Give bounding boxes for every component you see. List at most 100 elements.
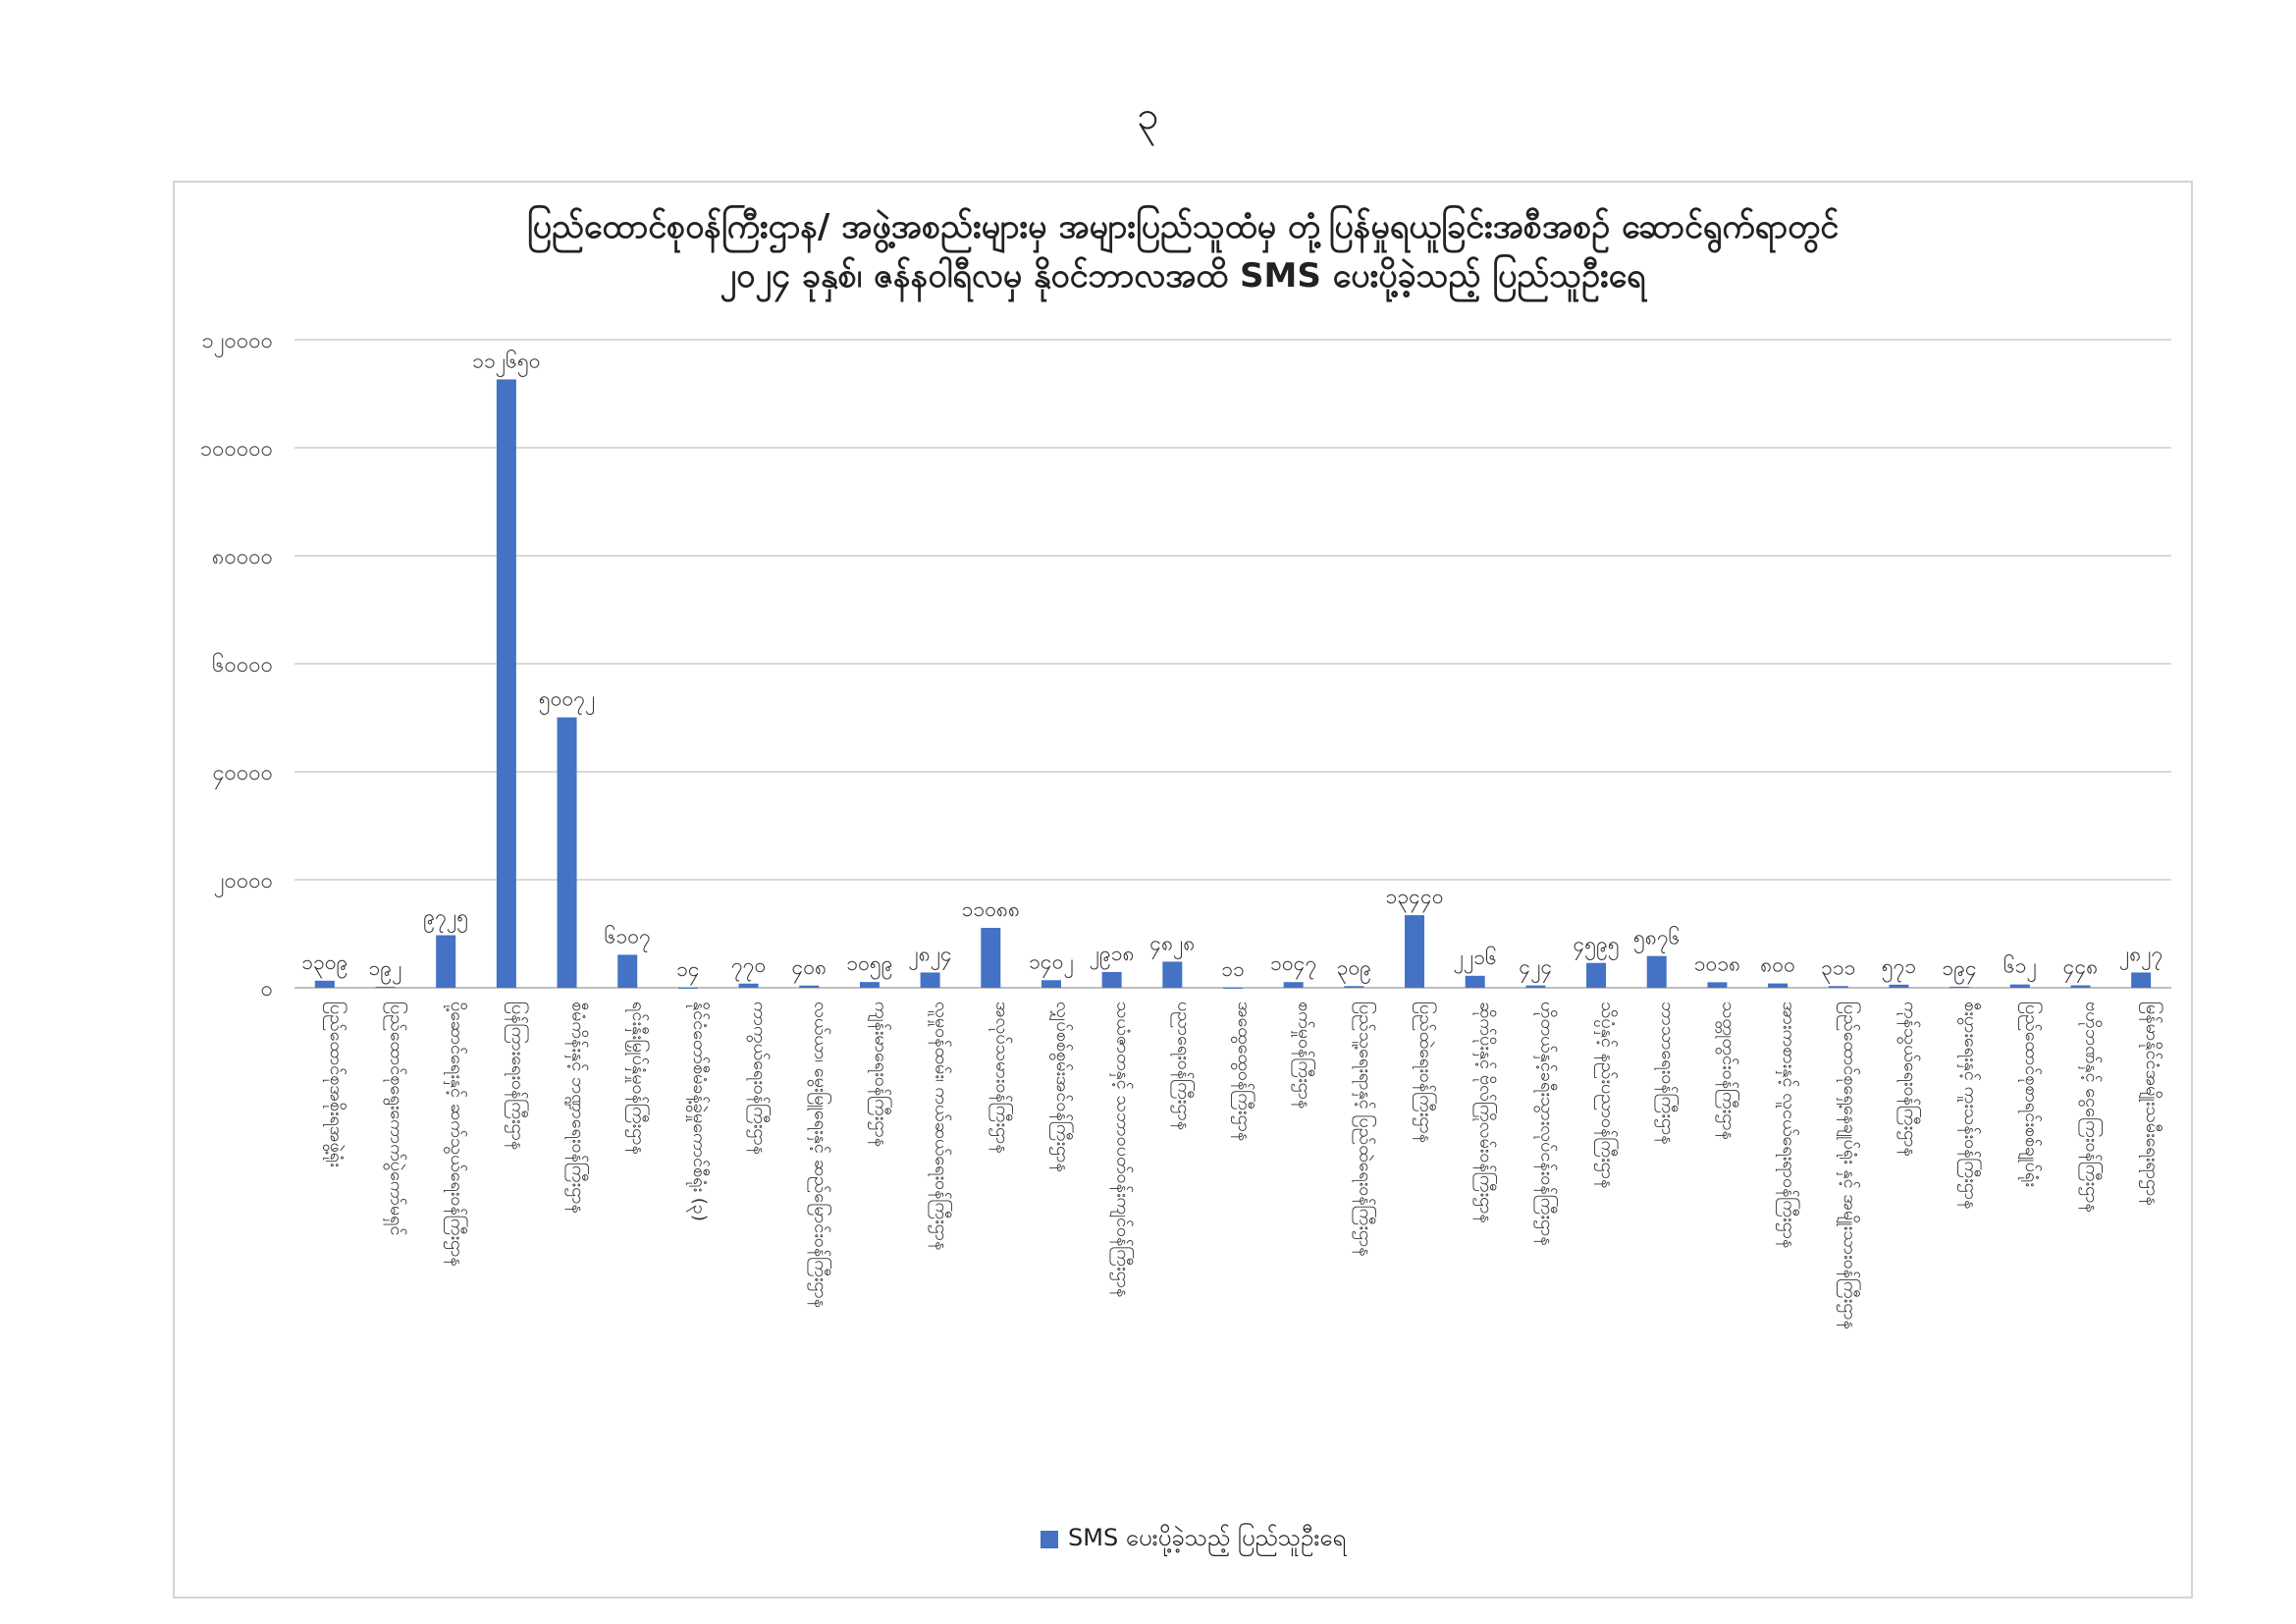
- legend-label: SMS ပေးပို့ခဲ့သည့် ပြည်သူဦးရေ: [1068, 1524, 1347, 1551]
- bar: [1586, 962, 1607, 988]
- y-tick-label: ၀: [261, 977, 273, 1001]
- x-category-label: ဟိုတယ်နှင့်ခရီးသွားလုပ်ငန်းဝန်ကြီးဌာန: [1533, 1001, 1558, 1246]
- bar: [2070, 985, 2091, 988]
- x-category-label: ပြည်ထဲရေးဝန်ကြီးဌာန: [1413, 1001, 1437, 1143]
- x-category-label: ပြည်ထောင်စုစာရင်းစစ်ချုပ်ရုံး: [2018, 1001, 2043, 1187]
- bar: [1768, 983, 1789, 988]
- bar: [1889, 984, 1909, 988]
- bar: [799, 985, 820, 988]
- data-label: ၄၄၈: [2063, 955, 2099, 984]
- x-category-label: ပြည်သူ့ရေးရာနှင့် ပြည်ထဲရေးဝန်ကြီးဌာန: [1352, 1001, 1376, 1257]
- y-tick-label: ၁၂၀၀၀၀: [201, 329, 273, 357]
- data-label: ၁၁၂၆၅၀: [472, 348, 540, 377]
- bar: [677, 987, 698, 989]
- y-tick-label: ၂၀၀၀၀: [214, 869, 273, 897]
- data-label: ၅၈၇၆: [1633, 925, 1680, 954]
- data-label: ၂၈၂၄: [908, 942, 951, 970]
- data-label: ၂၂၁၆: [1454, 945, 1497, 974]
- data-label: ၆၁၀၇: [605, 923, 651, 952]
- data-label: ၃၁၁: [1821, 955, 1855, 984]
- bar: [1223, 987, 1243, 989]
- bar: [1525, 985, 1546, 988]
- data-label: ၁၉၂: [369, 956, 402, 985]
- data-label: ၄၀၈: [791, 955, 827, 984]
- x-category-label: သယံဇာတနှင့် သဘာဝပတ်ဝန်းကျင်ဝန်ကြီးဌာန: [1110, 1001, 1135, 1297]
- bar: [2009, 984, 2030, 988]
- x-category-label: ကုန်သွယ်ရေးဝန်ကြီးဌာန: [1896, 1001, 1921, 1157]
- data-label: ၁၀၄၇: [1270, 951, 1316, 980]
- x-category-label: ကာကွယ်ရေးဝန်ကြီးဌာန: [747, 1001, 772, 1155]
- chart-title-block: ပြည်ထောင်စုဝန်ကြီးဌာန/ အဖွဲ့အစည်းများမှ …: [173, 202, 2193, 300]
- data-label: ၃၀၉: [1337, 955, 1371, 984]
- y-tick-label: ၁၀၀၀၀၀: [200, 437, 273, 461]
- data-label: ၄၅၉၅: [1573, 933, 1619, 961]
- bar: [1162, 961, 1183, 988]
- x-category-label: သိပ္ပံနှင့် နည်းပညာဝန်ကြီးဌာန: [1594, 1001, 1619, 1188]
- y-axis-tick-labels: ၀ ၂၀၀၀၀ ၄၀၀၀၀ ၆၀၀၀၀ ၈၀၀၀၀ ၁၀၀၀၀၀ ၁၂၀၀၀၀: [200, 329, 273, 1001]
- data-label: ၄၈၂၈: [1149, 931, 1195, 959]
- bar: [1707, 982, 1728, 988]
- data-label: ၁၄: [676, 957, 700, 986]
- x-category-label: လယ်ယာ၊ မွေးမြူရေးနှင့် ဆည်မြောင်းဝန်ကြီး…: [807, 1001, 831, 1308]
- data-label: ၂၈၂၇: [2119, 942, 2163, 970]
- bar: [1101, 971, 1122, 988]
- data-label: ၉၇၂၅: [423, 905, 468, 934]
- data-label: ၁၉၄: [1942, 956, 1976, 985]
- bar: [1283, 982, 1304, 988]
- data-label: ၁၃၀၉: [301, 950, 347, 979]
- data-label: ၄၂၄: [1519, 955, 1552, 984]
- data-label: ၂၉၁၈: [1090, 942, 1135, 970]
- chart-frame: [173, 181, 2193, 1598]
- x-category-label: ပြည်ထောင်စုရွေးကောက်ပွဲကော်မရှင်: [384, 1001, 408, 1235]
- bar: [557, 717, 577, 988]
- bar: [1949, 986, 1970, 988]
- data-label: ၅၀၀၇၂: [539, 687, 596, 716]
- bar: [1828, 986, 1848, 988]
- bar: [496, 379, 516, 988]
- x-category-label: စီမံကိန်းနှင့် ဘဏ္ဍာရေးဝန်ကြီးဌာန: [565, 1001, 590, 1214]
- x-category-label: လျှပ်စစ်စွမ်းအင်ဝန်ကြီးဌာန: [1049, 1001, 1074, 1172]
- x-category-label: မြန်မာနိုင်ငံအမျိုးသမီးရေးရာဌာန: [2139, 1001, 2163, 1206]
- data-label: ၁၁: [1221, 957, 1245, 981]
- data-label: ၇၇၀: [731, 953, 766, 982]
- x-category-label: ကျန်းမာရေးဝန်ကြီးဌာန: [868, 1001, 892, 1147]
- data-label: ၅၇၁: [1882, 954, 1916, 983]
- x-category-label: ပြန်ကြားရေးဝန်ကြီးဌာန: [505, 1001, 529, 1150]
- x-category-label: ပြည်ထောင်စုရှေ့နေချုပ်ရုံး နှင့် အမျိုးသ…: [1837, 1001, 1861, 1329]
- bar: [1344, 986, 1364, 988]
- x-category-label: စီးပွားရေးနှင့် ကူးသန်းဝန်ကြီးဌာန: [1957, 1001, 1982, 1209]
- bar: [859, 982, 880, 988]
- bars: [314, 379, 2152, 989]
- data-label: ၈၀၀: [1760, 953, 1795, 977]
- data-label: ၁၃၄၄၀: [1386, 885, 1444, 913]
- x-category-label: ဆိုက်ပိုးနှင့် ဗိုလ်ကြိုလမ်းဝန်ကြီးဌာန: [1473, 1001, 1498, 1223]
- x-category-label: သတ္တုတွင်းဝန်ကြီးဌာန: [1715, 1001, 1739, 1140]
- x-category-label: ပို့ဆောင်ရေးနှင့် ဆက်သွယ်ရေးဝန်ကြီးဌာန: [444, 1001, 468, 1267]
- x-category-label: ရင်းနှီးမြှုပ်နှံမှုဝန်ကြီးဌာန: [625, 1001, 650, 1155]
- bar: [981, 928, 1001, 988]
- x-axis-category-labels: ပြည်ထောင်စုအစိုးရအဖွဲ့ရုံး ပြည်ထောင်စုရွေ…: [323, 1001, 2163, 1329]
- bar: [2131, 972, 2152, 988]
- data-label: ၁၄၀၂: [1029, 949, 1074, 978]
- gridlines: [294, 339, 2171, 989]
- data-label: ၆၁၂: [2003, 953, 2037, 983]
- chart-title: ပြည်ထောင်စုဝန်ကြီးဌာန/ အဖွဲ့အစည်းများမှ …: [526, 207, 1840, 246]
- x-category-label: လူမှုဝန်ထမ်း၊ ကယ်ဆယ်ရေးဝန်ကြီးဌာန: [929, 1001, 953, 1250]
- bar: [1646, 955, 1667, 988]
- page-number: ၃: [1137, 93, 1159, 138]
- x-category-label: ဘာသာရေးဝန်ကြီးဌာန: [1655, 1001, 1680, 1145]
- bar: [617, 954, 638, 988]
- legend-swatch: [1041, 1531, 1058, 1548]
- chart-subtitle: ၂၀၂၄ ခုနှစ်၊ ဇန်နဝါရီလမှ နိုဝင်ဘာလအထိ SM…: [720, 256, 1646, 296]
- bar: [1041, 980, 1061, 988]
- data-label: ၁၀၅၉: [846, 951, 892, 980]
- x-category-label: ပညာရေးဝန်ကြီးဌာန: [1170, 1001, 1195, 1130]
- x-category-label: အားကစားနှင့် လူငယ်ရေးရာဝန်ကြီးဌာန: [1776, 1001, 1800, 1248]
- legend: SMS ပေးပို့ခဲ့သည့် ပြည်သူဦးရေ: [1041, 1522, 1346, 1557]
- x-category-label: ပြည်ထောင်စုအစိုးရအဖွဲ့ရုံး: [323, 1001, 347, 1167]
- bar: [375, 986, 396, 988]
- x-category-label: စက်မှုဝန်ကြီးဌာန: [1292, 1001, 1316, 1109]
- bar: [1405, 915, 1425, 988]
